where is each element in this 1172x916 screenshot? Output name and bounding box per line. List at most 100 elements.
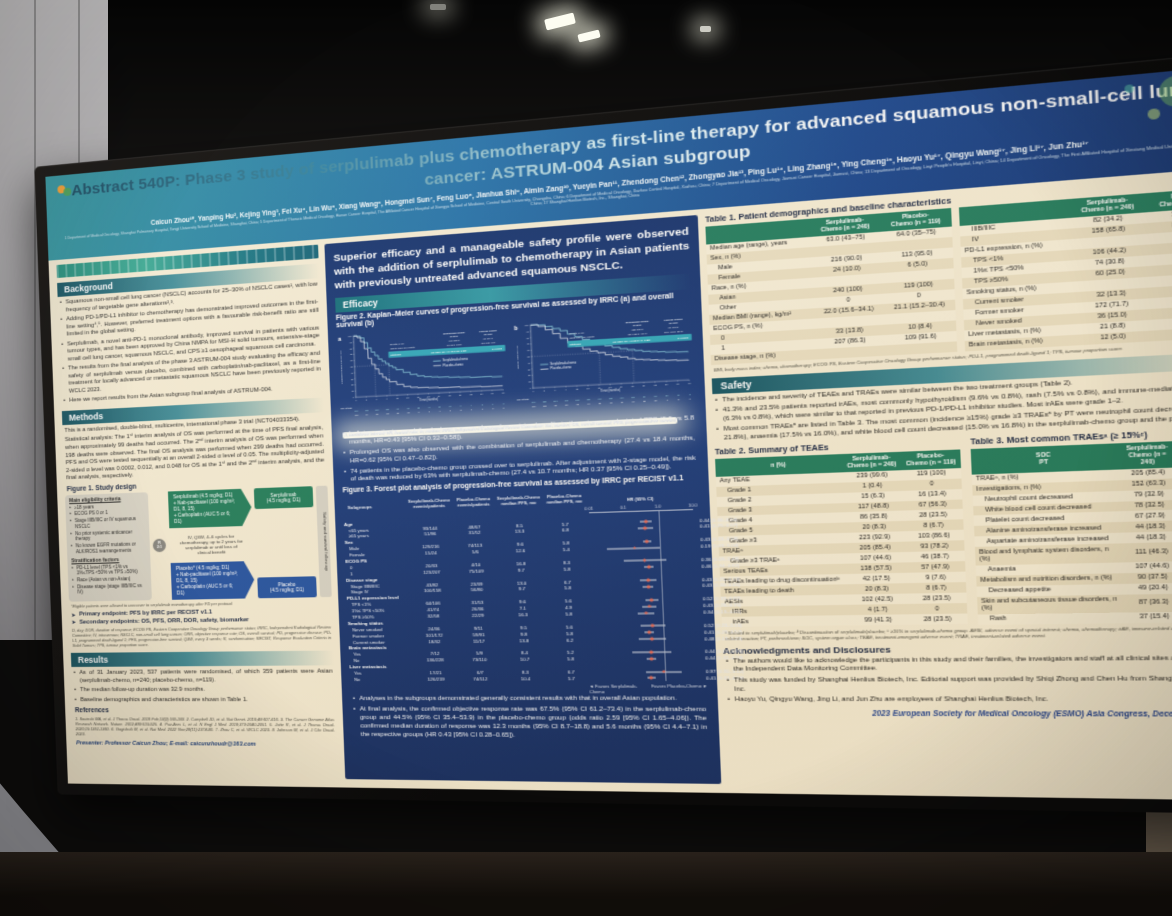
hr-point — [643, 526, 647, 530]
presenter-line: Presenter: Professor Caicun Zhou; E-mail… — [76, 739, 257, 748]
forest-cell: 5.7 — [567, 675, 576, 682]
chart-text: 1 — [492, 404, 493, 406]
hr-point — [644, 519, 648, 524]
stratification-title: Stratification factors — [71, 556, 120, 564]
chart-text: Placebo-chemo — [443, 361, 464, 367]
chart-text: 120 — [386, 409, 390, 411]
table1-left-half: Serplulimab- Chemo (n = 240) Placebo- Che… — [705, 208, 958, 365]
chart-text: 2 — [481, 404, 482, 406]
poster-board-frame: Abstract 540P: Phase 3 study of serpluli… — [34, 50, 1172, 815]
chart-text: 50 — [527, 356, 531, 358]
right-column: Table 1. Patient demographics and baseli… — [705, 174, 1172, 791]
forest-cell: 7.1 — [519, 605, 527, 612]
chart-text: 42 — [502, 392, 506, 394]
forest-favors-row: ◄ Favors Serplulimab-Chemo Favors Placebo… — [350, 684, 708, 696]
chart-text: 27 — [448, 394, 452, 396]
forest-cell: 22/29 — [471, 612, 485, 619]
chart-text: 44 — [428, 407, 430, 409]
chart-text: 228 — [542, 401, 546, 403]
acknowledgment-bullet: Haoyu Yu, Qingyu Wang, Jing Li, and Jun … — [727, 696, 1172, 705]
chart-text: Serplulimab-chemo — [443, 356, 469, 362]
forest-cell: 12.6 — [515, 547, 526, 554]
forest-cell: 13.8 — [519, 637, 529, 644]
forest-cell: 101/172 — [425, 632, 443, 638]
chart-text: 140 (58.3) — [449, 340, 460, 343]
forest-cell: 11/17 — [472, 638, 485, 644]
chart-text: 75 — [407, 408, 409, 410]
eligibility-item: No prior systemic anticancer therapy — [70, 529, 145, 543]
chart-text: HR (95% CI) = 0.62 (0.47–0.82) — [612, 338, 650, 344]
stratification-item: Disease stage (stage IIIB/IIIC vs IV) — [72, 583, 147, 596]
forest-column-header: Placebo-Chemo events/patients — [456, 495, 491, 508]
forest-cell: 64/106 — [425, 600, 441, 607]
forest-cell: 123/207 — [423, 569, 441, 575]
forest-cell: 56/80 — [470, 587, 484, 593]
table-row: Skin and subcutaneous tissue disorders, … — [977, 592, 1172, 615]
value-placebo: 28 (23.5) — [907, 613, 968, 626]
forest-cell: 6.7 — [563, 579, 572, 585]
serplulimab-arm-box: Serplulimab (4.5 mg/kg; D1) + Nab-paclit… — [168, 488, 252, 528]
chart-text: Placebo-chemo — [550, 365, 572, 371]
chart-text: 159 — [586, 399, 590, 401]
acknowledgments-heading: Acknowledgments and Disclosures — [722, 644, 892, 657]
hr-point — [649, 676, 654, 680]
chart-text: HR (95% CI) = 0.43 (0.32–0.58) — [431, 349, 467, 354]
chart-text: No. at risk — [341, 406, 353, 410]
chart-text: 106 — [631, 397, 635, 399]
chart-text: 50 — [350, 366, 354, 368]
forest-cell: 73/110 — [472, 657, 487, 663]
chart-text: 39 — [620, 402, 623, 404]
figure1-study-design: Main eligibility criteria ≥18 yearsECOG … — [64, 485, 332, 602]
forest-cell: 5/9 — [475, 650, 483, 657]
chart-text: 40 — [351, 372, 355, 374]
forest-cell: 5.6 — [564, 598, 572, 604]
chart-text: (n=119) — [668, 322, 677, 325]
forest-cell: No — [353, 658, 360, 664]
forest-cell: 126/219 — [427, 676, 445, 682]
forest-cell: 5.8 — [562, 540, 570, 547]
chart-text: Overall survival (%) — [515, 345, 519, 368]
chart-text: (n=240) — [632, 323, 641, 327]
chart-text: 30 — [459, 394, 463, 396]
forest-cell: 7/12 — [430, 651, 440, 657]
hr-point — [644, 611, 648, 615]
chart-text: 55 — [598, 403, 601, 405]
chart-text: 32 — [386, 413, 388, 415]
chart-text: 36 — [664, 383, 668, 385]
forest-column-header: Serplulimab-Chemo median PFS, mo — [496, 494, 540, 506]
forest-cell: 74/112 — [473, 676, 488, 682]
chart-text: 21 — [608, 386, 612, 388]
forest-cell: 4.9 — [565, 604, 573, 611]
chart-text: 3 — [543, 390, 545, 392]
chart-text: 5.8 (5.2–6.9) — [481, 342, 495, 345]
chart-text: 76 (63.9) — [668, 326, 679, 329]
chart-text: 11 — [677, 395, 679, 397]
chart-text: 4 — [471, 405, 472, 407]
followup-bar: Safety and survival follow-up — [315, 485, 332, 598]
chart-text: Events, n (%) — [569, 331, 585, 335]
column-header: Placebo- Chemo (n = 119) — [1146, 187, 1172, 213]
references-text: 1. Socinski MA, et al. J Thorac Oncol. 2… — [75, 716, 335, 737]
forest-cell: 5.8 — [564, 585, 572, 592]
forest-cell: Current smoker — [352, 639, 385, 645]
value-serplulimab: 87 (36.3) — [1123, 593, 1172, 613]
chart-text: 0 — [689, 398, 690, 400]
chart-line — [599, 352, 600, 384]
results-bullet: As of 31 January 2023, 537 patients were… — [73, 669, 333, 686]
acknowledgments-bullet-list: The authors would like to acknowledge th… — [723, 655, 1172, 706]
chart-text: 0 — [503, 407, 504, 409]
chart-line — [632, 350, 633, 382]
hr-ci-plot — [596, 675, 700, 681]
chart-text: Events, n (%) — [390, 342, 405, 346]
chart-text: 27 — [631, 385, 635, 387]
chart-text: 94 — [366, 414, 368, 416]
hr-point — [650, 637, 654, 641]
chart-text: b — [513, 325, 517, 332]
eligibility-list: ≥18 yearsECOG PS 0 or 1Stage IIIB/IIIC o… — [69, 502, 146, 555]
forest-cell: 5/6 — [471, 549, 479, 555]
chart-text: 20 — [397, 412, 399, 414]
forest-cell: 5.8 — [566, 630, 574, 637]
chart-text: 9 — [565, 389, 567, 391]
